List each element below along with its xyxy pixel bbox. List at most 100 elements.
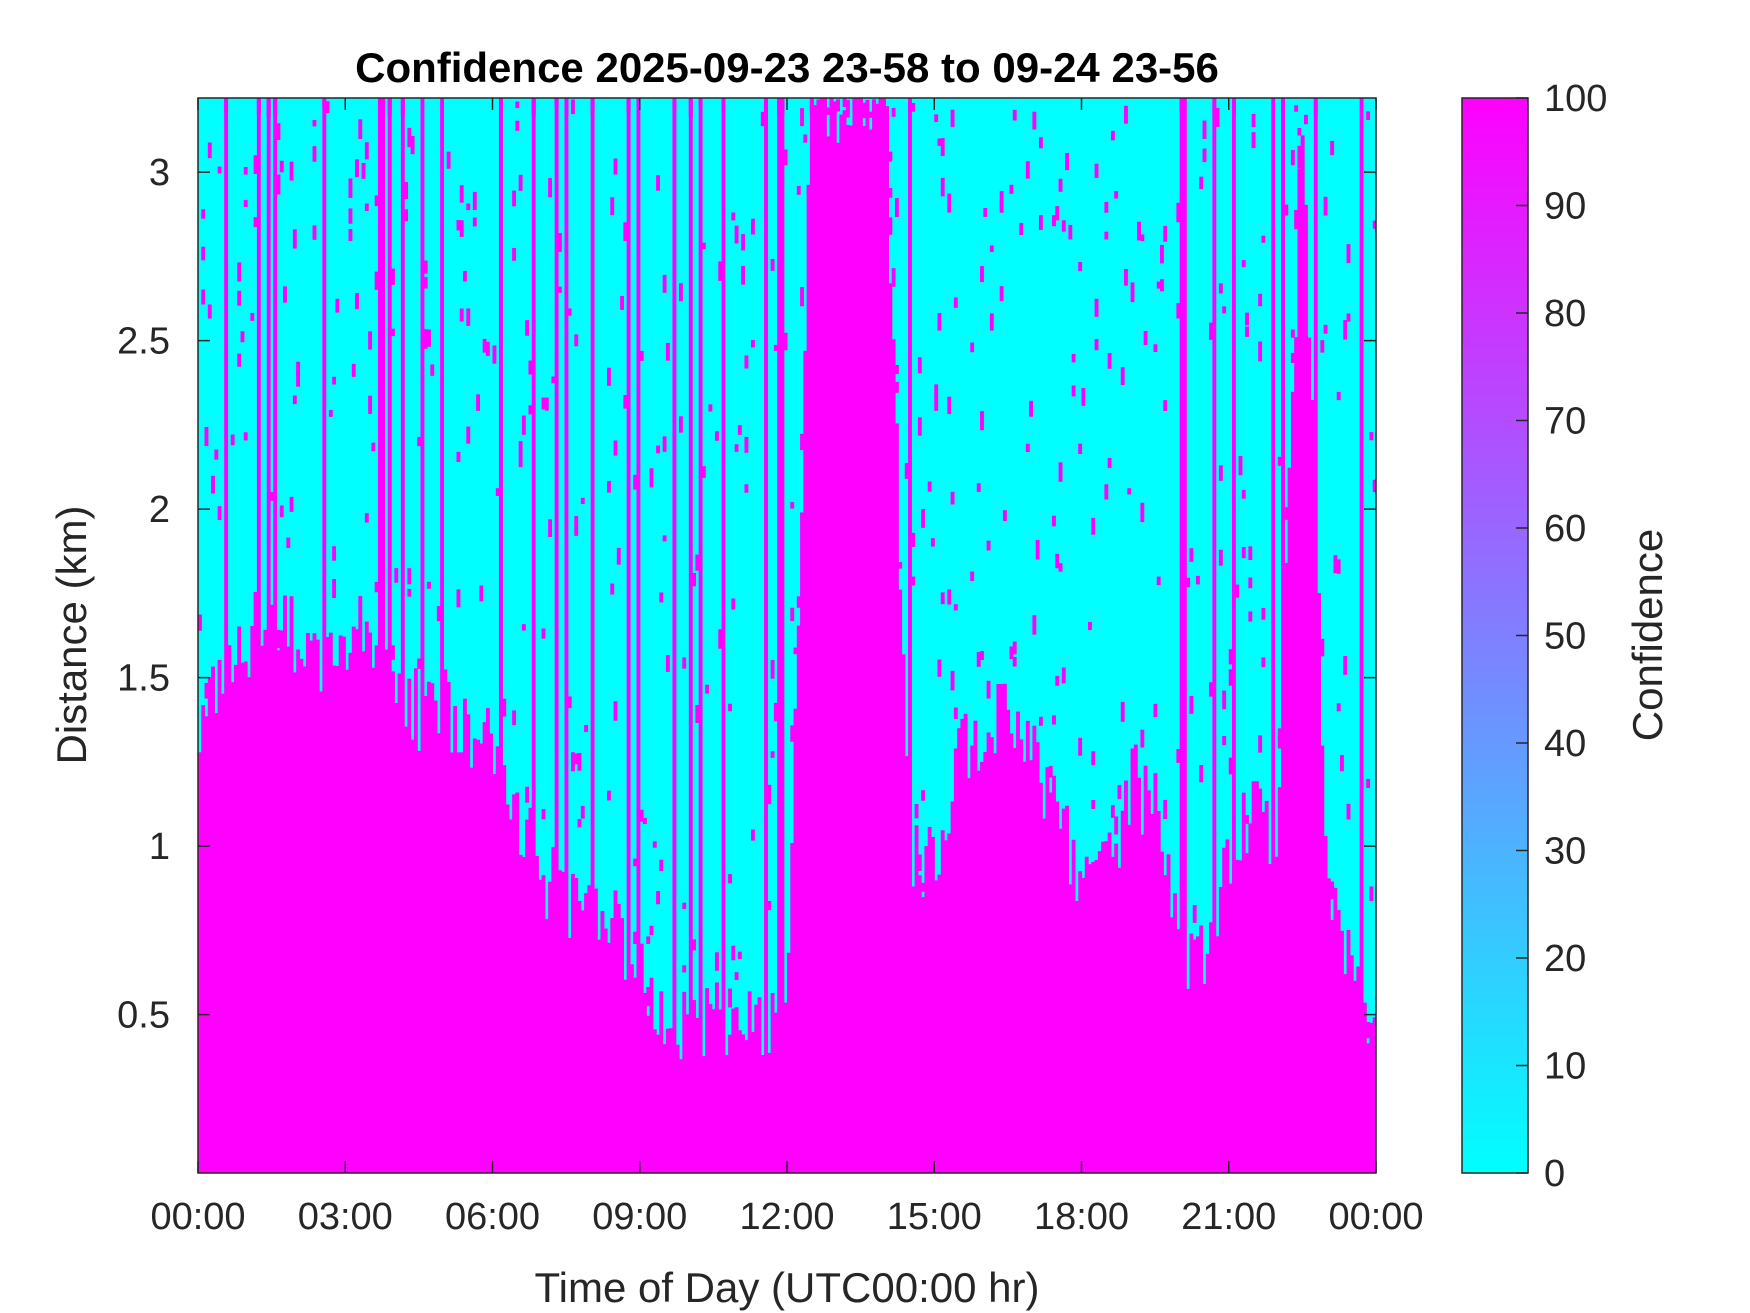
heatmap-speckle	[1281, 98, 1285, 111]
heatmap-speckle	[250, 312, 255, 321]
heatmap-speckle	[1061, 220, 1066, 232]
heatmap-speckle	[1160, 279, 1164, 292]
heatmap-column	[299, 658, 304, 1173]
heatmap-speckle	[580, 805, 585, 819]
heatmap-speckle	[1304, 204, 1308, 223]
heatmap-speckle	[1346, 313, 1351, 322]
heatmap-speckle	[1290, 329, 1295, 338]
heatmap-column	[433, 700, 438, 1173]
heatmap-column	[1202, 984, 1207, 1173]
heatmap-speckle	[1209, 682, 1213, 697]
heatmap-speckle	[894, 198, 899, 218]
heatmap-column	[1101, 841, 1105, 1173]
heatmap-speckle	[803, 134, 808, 143]
heatmap-speckle	[626, 98, 631, 109]
heatmap-column	[1353, 980, 1357, 1173]
heatmap-speckle	[885, 114, 890, 133]
heatmap-column	[1287, 467, 1292, 1173]
heatmap-column	[665, 1028, 670, 1173]
heatmap-column	[443, 669, 448, 1173]
heatmap-speckle	[1163, 225, 1168, 242]
heatmap-column	[279, 630, 284, 1173]
heatmap-column	[957, 728, 962, 1173]
heatmap-column	[751, 1032, 755, 1173]
heatmap-column	[872, 99, 876, 1173]
heatmap-speckle	[374, 581, 379, 593]
heatmap-speckle	[1124, 269, 1128, 286]
heatmap-speckle	[911, 103, 916, 112]
heatmap-speckle	[829, 98, 834, 111]
heatmap-column	[921, 897, 926, 1173]
heatmap-speckle	[515, 120, 520, 131]
heatmap-column	[482, 722, 487, 1173]
heatmap-column	[865, 99, 870, 1173]
heatmap-speckle	[613, 440, 618, 456]
heatmap-column	[230, 682, 235, 1173]
heatmap-column	[1114, 843, 1119, 1173]
heatmap-speckle	[868, 111, 873, 118]
heatmap-speckle	[204, 427, 209, 446]
x-tick-label: 18:00	[1034, 1196, 1129, 1238]
heatmap-speckle	[1300, 135, 1305, 145]
heatmap-column	[325, 637, 330, 1173]
heatmap-speckle	[1153, 344, 1158, 352]
heatmap-speckle	[868, 129, 873, 144]
heatmap-speckle	[999, 200, 1004, 213]
heatmap-column	[927, 826, 932, 1173]
heatmap-column	[355, 629, 359, 1173]
heatmap-speckle	[1228, 649, 1233, 665]
heatmap-speckle	[1346, 244, 1351, 264]
heatmap-column	[348, 652, 353, 1173]
heatmap-speckle	[574, 753, 579, 765]
heatmap-speckle	[1248, 611, 1253, 622]
heatmap-speckle	[1032, 111, 1037, 130]
heatmap-speckle	[1330, 140, 1335, 156]
heatmap-speckle	[1372, 479, 1376, 492]
heatmap-speckle	[777, 98, 782, 115]
heatmap-column	[528, 807, 533, 1173]
heatmap-column	[472, 738, 477, 1173]
heatmap-speckle	[521, 415, 526, 435]
heatmap-column	[384, 649, 389, 1173]
heatmap-speckle	[551, 376, 556, 384]
heatmap-speckle	[427, 329, 431, 347]
heatmap-speckle	[1012, 656, 1017, 667]
colorbar-tick-label: 40	[1544, 723, 1586, 765]
heatmap-column	[1186, 988, 1191, 1173]
heatmap-column	[1310, 400, 1315, 1173]
heatmap-speckle	[1019, 222, 1024, 236]
heatmap-column	[538, 879, 543, 1173]
heatmap-speckle	[207, 142, 212, 159]
heatmap-column	[427, 681, 431, 1173]
heatmap-column	[1238, 860, 1243, 1173]
heatmap-column	[1307, 337, 1312, 1173]
x-tick-label: 09:00	[592, 1196, 687, 1238]
heatmap-speckle	[646, 986, 651, 1007]
heatmap-speckle	[1120, 367, 1125, 386]
heatmap-column	[695, 1017, 700, 1173]
heatmap-column	[260, 645, 265, 1173]
heatmap-speckle	[1025, 443, 1030, 452]
heatmap-speckle	[1081, 387, 1086, 406]
heatmap-speckle	[692, 573, 696, 587]
heatmap-column	[332, 665, 337, 1173]
heatmap-column	[672, 98, 677, 1173]
heatmap-speckle	[917, 417, 922, 436]
heatmap-column	[659, 991, 664, 1173]
heatmap-column	[1258, 788, 1263, 1173]
heatmap-column	[1189, 933, 1194, 1173]
heatmap-speckle	[894, 365, 899, 375]
heatmap-speckle	[885, 106, 890, 122]
heatmap-speckle	[1117, 785, 1122, 800]
heatmap-column	[1228, 883, 1233, 1173]
heatmap-column	[1091, 861, 1096, 1173]
heatmap-column	[1323, 836, 1328, 1173]
heatmap-column	[289, 596, 294, 1173]
heatmap-speckle	[1343, 656, 1348, 675]
heatmap-column	[1150, 813, 1155, 1173]
heatmap-speckle	[528, 405, 533, 415]
heatmap-speckle	[1343, 320, 1348, 340]
heatmap-speckle	[852, 98, 857, 112]
heatmap-column	[692, 1000, 696, 1173]
heatmap-speckle	[276, 629, 281, 649]
